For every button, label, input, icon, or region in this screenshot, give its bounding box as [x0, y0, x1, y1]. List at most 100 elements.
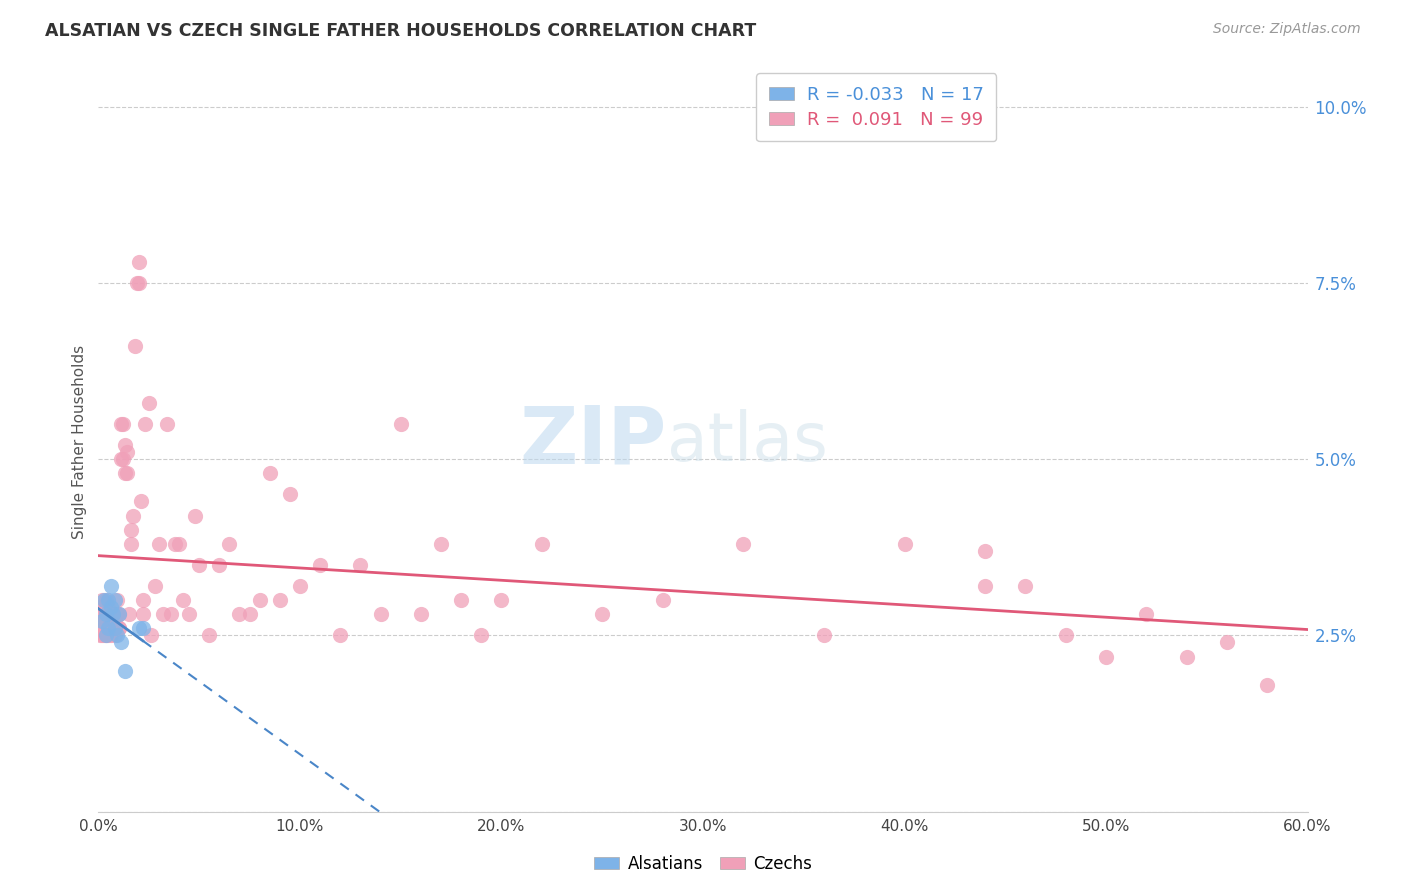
Point: [329, 628, 352, 642]
Point: [470, 628, 492, 642]
Point: [591, 607, 613, 622]
Point: [1054, 628, 1077, 642]
Point: [96, 607, 118, 622]
Point: [105, 593, 128, 607]
Point: [1216, 635, 1239, 649]
Point: [105, 607, 128, 622]
Point: [124, 339, 146, 353]
Point: [1256, 678, 1278, 692]
Point: [120, 523, 142, 537]
Point: [105, 628, 128, 642]
Point: [288, 579, 311, 593]
Point: [101, 621, 124, 635]
Text: ZIP: ZIP: [519, 402, 666, 481]
Point: [239, 607, 262, 622]
Point: [103, 621, 125, 635]
Point: [160, 607, 183, 622]
Point: [167, 537, 190, 551]
Point: [389, 417, 412, 431]
Point: [156, 417, 179, 431]
Point: [115, 445, 138, 459]
Point: [101, 607, 124, 622]
Point: [110, 417, 132, 431]
Point: [103, 593, 125, 607]
Point: [96, 607, 118, 622]
Point: [138, 396, 160, 410]
Point: [93, 593, 115, 607]
Point: [100, 600, 122, 615]
Point: [450, 593, 472, 607]
Point: [184, 508, 207, 523]
Point: [89, 600, 111, 615]
Point: [152, 607, 174, 622]
Point: [132, 607, 155, 622]
Point: [172, 593, 194, 607]
Point: [89, 628, 111, 642]
Point: [118, 607, 141, 622]
Point: [91, 628, 114, 642]
Point: [733, 537, 755, 551]
Point: [93, 628, 115, 642]
Point: [96, 621, 118, 635]
Point: [125, 276, 148, 290]
Point: [974, 544, 997, 558]
Point: [188, 558, 211, 572]
Point: [115, 467, 138, 481]
Point: [349, 558, 371, 572]
Point: [974, 579, 997, 593]
Point: [128, 276, 150, 290]
Point: [1175, 649, 1198, 664]
Point: [114, 467, 136, 481]
Point: [491, 593, 513, 607]
Point: [96, 628, 118, 642]
Point: [1135, 607, 1157, 622]
Point: [249, 593, 271, 607]
Point: [208, 558, 231, 572]
Point: [97, 628, 120, 642]
Point: [893, 537, 915, 551]
Text: atlas: atlas: [666, 409, 828, 475]
Point: [107, 621, 129, 635]
Point: [107, 621, 129, 635]
Point: [91, 615, 114, 629]
Point: [430, 537, 453, 551]
Point: [100, 579, 122, 593]
Point: [651, 593, 673, 607]
Point: [228, 607, 250, 622]
Point: [813, 628, 835, 642]
Point: [93, 615, 115, 629]
Point: [96, 593, 118, 607]
Point: [269, 593, 291, 607]
Point: [110, 635, 132, 649]
Point: [103, 628, 125, 642]
Point: [128, 254, 150, 268]
Point: [103, 615, 125, 629]
Point: [134, 417, 156, 431]
Legend: Alsatians, Czechs: Alsatians, Czechs: [588, 848, 818, 880]
Point: [110, 452, 132, 467]
Point: [107, 607, 129, 622]
Point: [114, 438, 136, 452]
Point: [97, 593, 120, 607]
Point: [89, 615, 111, 629]
Point: [100, 628, 122, 642]
Point: [107, 607, 129, 622]
Legend: R = -0.033   N = 17, R =  0.091   N = 99: R = -0.033 N = 17, R = 0.091 N = 99: [756, 73, 997, 142]
Point: [91, 593, 114, 607]
Point: [218, 537, 240, 551]
Point: [259, 467, 281, 481]
Point: [129, 494, 152, 508]
Text: Source: ZipAtlas.com: Source: ZipAtlas.com: [1213, 22, 1361, 37]
Point: [97, 615, 120, 629]
Point: [139, 628, 162, 642]
Point: [370, 607, 392, 622]
Point: [163, 537, 186, 551]
Point: [179, 607, 201, 622]
Point: [101, 607, 124, 622]
Point: [128, 621, 150, 635]
Point: [530, 537, 553, 551]
Point: [111, 452, 134, 467]
Point: [120, 537, 142, 551]
Point: [101, 621, 124, 635]
Point: [132, 621, 155, 635]
